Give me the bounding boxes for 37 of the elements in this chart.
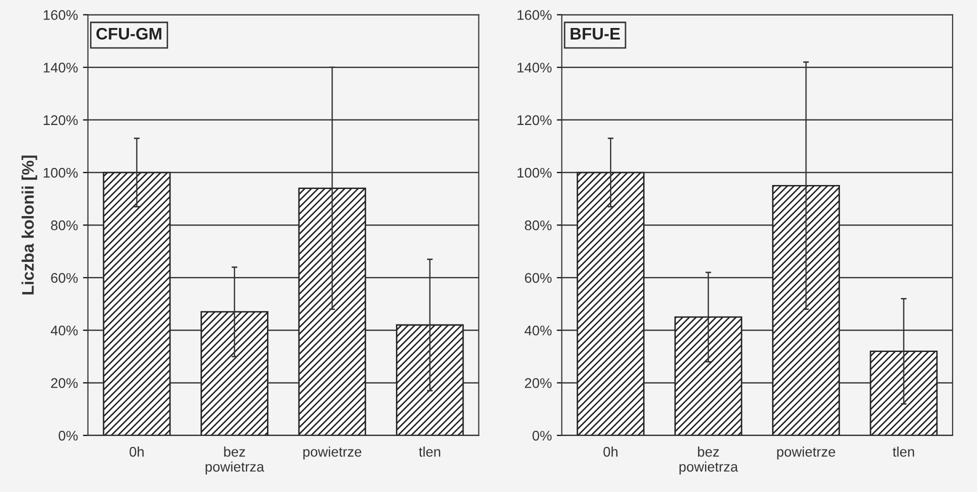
- y-tick-label: 140%: [44, 62, 78, 73]
- x-tick-label: bez powietrza: [206, 446, 264, 474]
- y-tick-label: 60%: [51, 273, 78, 283]
- x-tick-label: tlen: [892, 446, 914, 457]
- x-tick-label: powietrze: [777, 446, 836, 460]
- bar: [396, 324, 464, 436]
- bar: [674, 316, 742, 436]
- y-tick-label: 40%: [524, 326, 552, 336]
- bar: [772, 184, 840, 436]
- y-tick-label: 80%: [524, 220, 552, 230]
- text: CFU-GM: [96, 28, 162, 40]
- y-axis-title: Liczba kolonii [%]: [22, 156, 38, 294]
- x-tick-label: 0h: [130, 446, 144, 457]
- bar: [102, 172, 171, 436]
- bar: [870, 350, 938, 436]
- y-tick-label: 160%: [518, 10, 552, 20]
- bar: [298, 188, 366, 436]
- y-tick-label: 20%: [524, 378, 552, 388]
- y-tick-label: 0%: [58, 430, 78, 441]
- x-tick-label: tlen: [418, 446, 440, 457]
- y-tick-label: 40%: [50, 326, 78, 336]
- y-tick-label: 80%: [51, 220, 78, 230]
- y-tick-label: 120%: [518, 115, 552, 126]
- x-tick-label: powietrze: [303, 446, 362, 460]
- x-tick-label: 0h: [603, 446, 618, 457]
- y-tick-label: 120%: [44, 115, 78, 126]
- y-tick-label: 160%: [44, 10, 78, 20]
- y-tick-label: 140%: [518, 62, 552, 73]
- y-tick-label: 0%: [532, 430, 552, 441]
- y-tick-label: 100%: [518, 168, 552, 178]
- y-tick-label: 100%: [44, 168, 78, 178]
- x-tick-label: bez powietrza: [680, 446, 738, 474]
- y-tick-label: 60%: [524, 273, 552, 283]
- text: BFU-E: [570, 28, 620, 40]
- bar: [576, 172, 645, 436]
- bar: [200, 311, 268, 436]
- y-tick-label: 20%: [51, 378, 78, 388]
